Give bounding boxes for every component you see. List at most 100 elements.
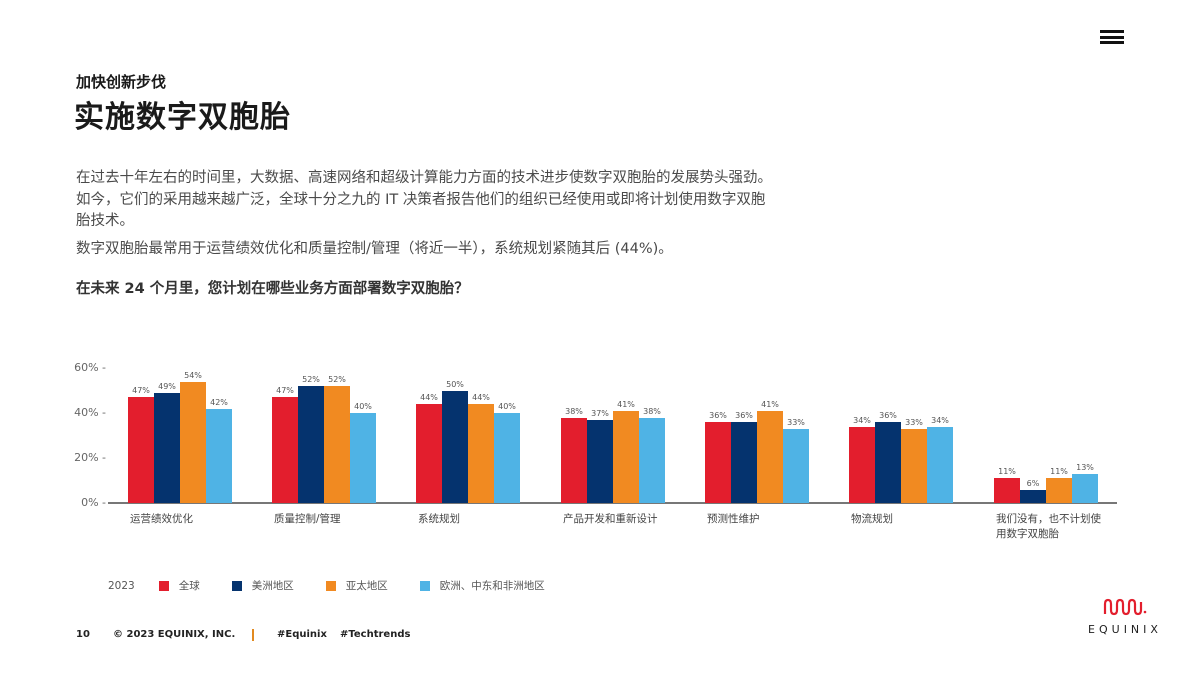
- logo-wordmark: EQUINIX: [1088, 623, 1162, 636]
- bar-value-label: 42%: [210, 397, 228, 407]
- bar: [154, 392, 180, 503]
- bar: [561, 417, 587, 503]
- bar: [901, 428, 927, 503]
- hamburger-menu-button[interactable]: [1100, 30, 1124, 44]
- bar: [272, 397, 298, 503]
- bar: [639, 417, 665, 503]
- legend-swatch-icon: [231, 580, 242, 591]
- bar-value-label: 11%: [998, 467, 1016, 477]
- legend-label: 全球: [178, 580, 200, 592]
- menu-line: [1100, 41, 1124, 44]
- bar-value-label: 44%: [420, 393, 438, 402]
- bar-value-label: 37%: [591, 408, 609, 418]
- bar-value-label: 52%: [328, 375, 346, 384]
- bar: [757, 410, 783, 503]
- legend-label: 美洲地区: [251, 580, 294, 592]
- bar-value-label: 47%: [132, 386, 150, 396]
- legend-item: 亚太地区: [325, 578, 388, 593]
- bar-value-label: 54%: [184, 370, 202, 380]
- bar-value-label: 36%: [709, 411, 727, 420]
- y-tick-label: 0% -: [81, 496, 106, 509]
- bar-value-label: 52%: [302, 375, 320, 384]
- bar-value-label: 49%: [158, 381, 176, 391]
- bar-value-label: 11%: [1050, 467, 1068, 477]
- bar: [731, 422, 757, 503]
- category-label: 预测性维护: [707, 513, 760, 525]
- bar: [206, 408, 232, 503]
- bar-value-label: 36%: [735, 411, 753, 420]
- bar-value-label: 44%: [472, 393, 490, 402]
- copyright: © 2023 EQUINIX, INC.: [113, 629, 236, 640]
- bar: [927, 426, 953, 503]
- bar-value-label: 40%: [354, 402, 372, 411]
- category-label: 系统规划: [418, 513, 460, 525]
- bar-value-label: 6%: [1026, 478, 1040, 488]
- category-label: 物流规划: [851, 513, 893, 525]
- bar: [1020, 489, 1046, 503]
- bar: [875, 422, 901, 503]
- category-label: 质量控制/管理: [274, 513, 341, 525]
- menu-line: [1100, 35, 1124, 39]
- category-label: 运营绩效优化: [130, 513, 193, 525]
- legend-label: 亚太地区: [345, 580, 388, 592]
- y-tick-label: 60% -: [74, 361, 106, 374]
- equinix-logo: EQUINIX: [1080, 598, 1170, 636]
- hashtag-techtrends[interactable]: #Techtrends: [340, 629, 411, 640]
- bar: [849, 426, 875, 503]
- bar: [1072, 473, 1098, 503]
- bar: [442, 390, 468, 503]
- bar: [298, 386, 324, 503]
- y-tick-label: 20% -: [74, 451, 106, 464]
- bar: [416, 404, 442, 503]
- bar-value-label: 34%: [853, 415, 871, 425]
- bar-value-label: 13%: [1076, 462, 1094, 472]
- bar-value-label: 38%: [643, 406, 661, 416]
- page-number: 10: [76, 629, 90, 640]
- bar: [783, 428, 809, 503]
- legend-year: 2023: [108, 579, 135, 592]
- bar-value-label: 40%: [498, 402, 516, 411]
- intro-paragraph-2: 数字双胞胎最常用于运营绩效优化和质量控制/管理（将近一半），系统规划紧随其后 (…: [76, 240, 673, 257]
- survey-question: 在未来 24 个月里，您计划在哪些业务方面部署数字双胞胎？: [76, 281, 469, 297]
- category-label: 我们没有，也不计划使 用数字双胞胎: [996, 513, 1101, 540]
- section-kicker: 加快创新步伐: [76, 73, 167, 91]
- bar: [350, 413, 376, 503]
- bar: [494, 413, 520, 503]
- bar-value-label: 41%: [617, 399, 635, 409]
- bar: [468, 404, 494, 503]
- bar: [705, 422, 731, 503]
- bar-value-label: 50%: [446, 379, 464, 389]
- legend-swatch-icon: [158, 580, 169, 591]
- bar-value-label: 33%: [787, 417, 805, 427]
- bar-value-label: 47%: [276, 386, 294, 396]
- bar-value-label: 36%: [879, 411, 897, 420]
- legend-item: 欧洲、中东和非洲地区: [419, 578, 545, 593]
- hashtag-equinix[interactable]: #Equinix: [277, 629, 327, 640]
- bar-value-label: 33%: [905, 417, 923, 427]
- legend-item: 全球: [158, 578, 200, 593]
- bar: [128, 397, 154, 503]
- legend-item: 美洲地区: [231, 578, 294, 593]
- legend-swatch-icon: [419, 580, 430, 591]
- equinix-logo-icon: [1103, 598, 1147, 616]
- chart-legend: 2023 全球 美洲地区 亚太地区 欧洲、中东和非洲地区: [108, 578, 577, 593]
- x-axis-line: [108, 502, 1117, 504]
- bar: [1046, 478, 1072, 503]
- page-title: 实施数字双胞胎: [74, 100, 291, 135]
- bar-value-label: 34%: [931, 415, 949, 425]
- footer-divider: [252, 629, 254, 641]
- menu-line: [1100, 30, 1124, 33]
- bar: [180, 381, 206, 503]
- intro-text: 在过去十年左右的时间里，大数据、高速网络和超级计算能力方面的技术进步使数字双胞胎…: [76, 168, 776, 266]
- bar: [613, 410, 639, 503]
- bar-value-label: 41%: [761, 399, 779, 409]
- bar-value-label: 38%: [565, 406, 583, 416]
- legend-swatch-icon: [325, 580, 336, 591]
- bar: [324, 386, 350, 503]
- category-label: 产品开发和重新设计: [563, 513, 658, 525]
- bar: [587, 419, 613, 503]
- intro-paragraph-1: 在过去十年左右的时间里，大数据、高速网络和超级计算能力方面的技术进步使数字双胞胎…: [76, 170, 772, 229]
- y-tick-label: 40% -: [74, 406, 106, 419]
- bar: [994, 478, 1020, 503]
